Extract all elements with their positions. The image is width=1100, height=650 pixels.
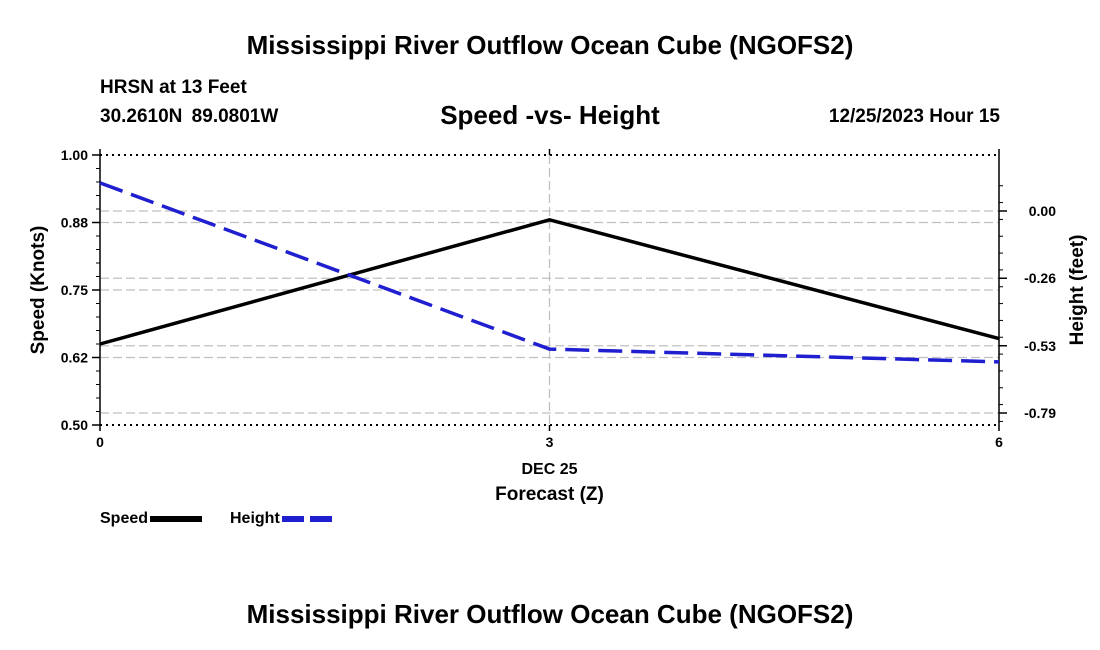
legend-speed-swatch	[150, 515, 203, 522]
legend-height-swatch	[281, 515, 334, 522]
axis-labels: 0.50 0.62 0.75 0.88 1.00 0.00 -0.26 -0.53 -0.79 0…	[28, 147, 1088, 505]
legend-speed-label: Speed	[100, 510, 149, 527]
coordinates-label: 30.2610N 89.0801W	[100, 106, 279, 127]
figure-title-repeat: Mississippi River Outflow Ocean Cube (NG…	[246, 599, 854, 629]
legend-height: Height	[230, 510, 334, 528]
grid-lines	[100, 154, 999, 426]
x-tick-label-0: 0	[96, 434, 104, 450]
y-left-tick-label-2: 0.75	[61, 282, 88, 298]
date-hour-label: 12/25/2023 Hour 15	[828, 106, 1000, 127]
y-left-tick-label-0: 0.50	[61, 417, 88, 433]
station-label: HRSN at 13 Feet	[100, 77, 247, 98]
series-line-height	[99, 181, 1000, 364]
y-right-tick-label-0: 0.00	[1029, 203, 1056, 219]
data-series	[99, 181, 1000, 364]
x-tick-label-1: 3	[546, 434, 554, 450]
x-tick-label-2: 6	[995, 434, 1003, 450]
y-right-tick-label-2: -0.53	[1024, 338, 1056, 354]
legend-height-label: Height	[230, 510, 280, 527]
y-left-tick-label-3: 0.88	[61, 215, 88, 231]
figure-title: Mississippi River Outflow Ocean Cube (NG…	[246, 30, 854, 60]
legend-speed: Speed	[100, 510, 203, 528]
y-left-axis-title: Speed (Knots)	[28, 226, 49, 355]
y-right-axis-title: Height (feet)	[1067, 235, 1088, 346]
axis-ticks	[92, 149, 1007, 431]
y-left-tick-label-1: 0.62	[61, 350, 88, 366]
x-day-label: DEC 25	[521, 461, 577, 478]
series-line-speed	[99, 217, 1000, 346]
x-axis-title: Forecast (Z)	[495, 484, 604, 505]
y-right-tick-label-1: -0.26	[1024, 270, 1056, 286]
chart-title: Speed -vs- Height	[440, 100, 660, 130]
y-right-tick-label-3: -0.79	[1024, 405, 1056, 421]
y-left-tick-label-4: 1.00	[61, 147, 88, 163]
